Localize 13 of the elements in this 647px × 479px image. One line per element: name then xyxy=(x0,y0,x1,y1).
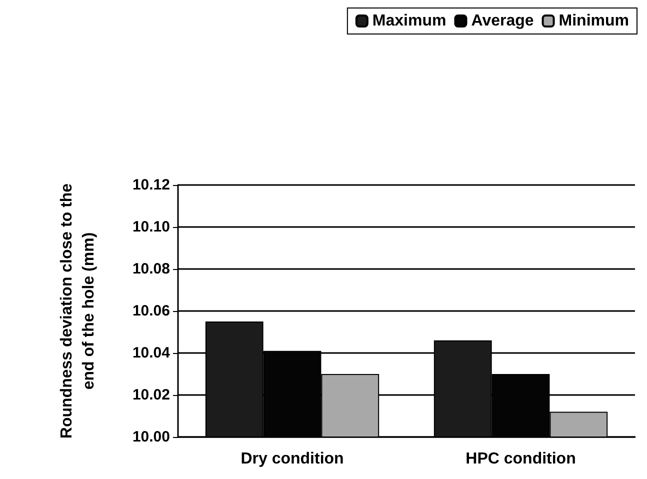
legend-label: Average xyxy=(471,12,534,30)
y-tick-label: 10.08 xyxy=(132,260,170,278)
y-tick-label: 10.02 xyxy=(132,386,170,404)
y-tick-label: 10.04 xyxy=(132,344,171,362)
legend-label: Maximum xyxy=(372,12,446,30)
legend-label: Minimum xyxy=(558,12,629,30)
y-axis-title: Roundness deviation close to the end of the hole (mm) xyxy=(58,183,98,439)
y-tick-label: 10.12 xyxy=(132,176,170,194)
x-tick-label: HPC condition xyxy=(466,450,576,468)
y-tick-label: 10.06 xyxy=(132,302,170,320)
x-tick-label: Dry condition xyxy=(240,450,344,468)
y-tick-label: 10.10 xyxy=(132,218,170,236)
y-tick-label: 10.00 xyxy=(132,428,170,446)
